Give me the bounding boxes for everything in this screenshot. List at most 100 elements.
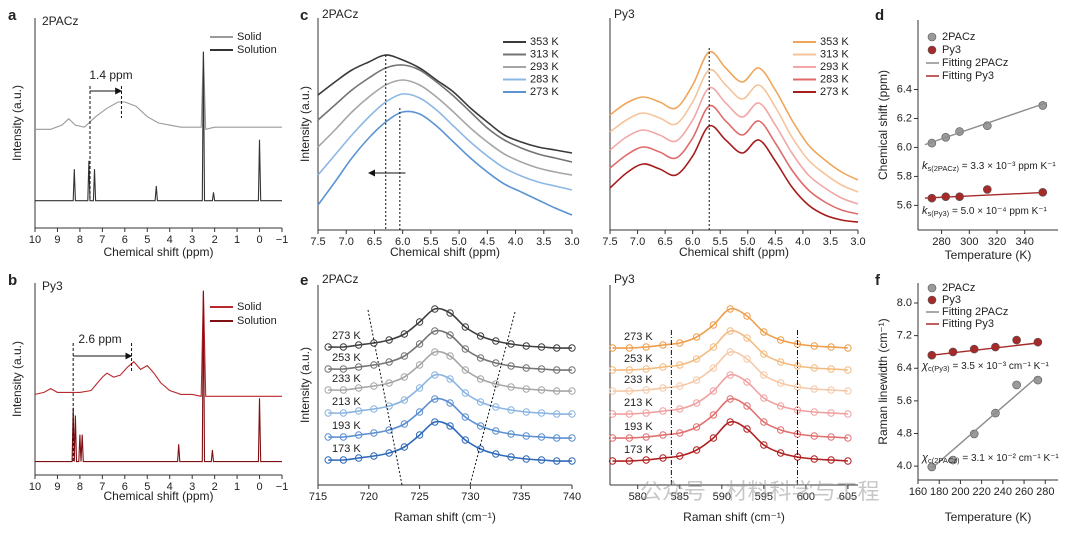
x-tick-label: 580 <box>629 491 647 503</box>
data-point <box>743 402 751 410</box>
data-point <box>776 358 785 366</box>
data-point <box>760 418 768 426</box>
annotation-text: = 3.3 × 10⁻³ ppm K⁻¹ <box>959 161 1056 172</box>
annotation-symbol: χ <box>921 360 929 372</box>
data-point <box>743 334 751 342</box>
data-point <box>692 423 701 431</box>
data-point <box>568 434 576 442</box>
data-point <box>608 366 617 374</box>
x-tick-label: 220 <box>972 486 990 498</box>
data-point <box>461 345 470 353</box>
legend-label: 233 K <box>332 373 361 385</box>
series-line <box>317 79 573 176</box>
panel-title: 2PACz <box>322 7 358 21</box>
x-axis-label: Temperature (K) <box>945 510 1032 524</box>
data-point <box>726 348 734 356</box>
data-point <box>370 405 378 413</box>
y-axis-label: Intensity (a.u.) <box>298 86 312 162</box>
data-point <box>726 305 734 313</box>
data-point <box>507 362 515 370</box>
x-tick-label: 3.5 <box>823 236 838 248</box>
data-point <box>625 434 634 442</box>
y-tick-label: 4.0 <box>897 460 912 472</box>
data-point <box>568 410 576 418</box>
x-tick-label: 3 <box>189 234 195 246</box>
x-axis-label: Chemical shift (ppm) <box>103 245 213 259</box>
data-point <box>827 386 835 394</box>
data-point <box>844 344 852 352</box>
annotation-text: = 5.0 × 10⁻⁴ ppm K⁻¹ <box>949 206 1047 217</box>
data-point <box>760 394 768 402</box>
x-tick-label: 3 <box>189 481 195 493</box>
x-axis-label: Temperature (K) <box>945 248 1032 262</box>
y-tick-label: 6.4 <box>897 362 912 374</box>
y-axis-label: Intensity (a.u.) <box>298 347 312 423</box>
x-tick-label: 2 <box>212 481 218 493</box>
series-line <box>609 86 859 205</box>
series-line <box>34 290 282 397</box>
data-point <box>642 343 650 351</box>
annotation: χc(2PACz) = 3.1 × 10⁻² cm⁻¹ K⁻¹ <box>921 452 1059 465</box>
x-tick-label: 3.0 <box>850 236 865 248</box>
x-tick-label: 320 <box>988 236 1006 248</box>
data-point <box>461 366 470 374</box>
data-point <box>709 434 718 442</box>
series-line <box>924 191 1047 199</box>
y-tick-label: 7.2 <box>897 330 912 342</box>
data-point <box>522 408 530 416</box>
data-point <box>354 407 363 415</box>
data-point <box>760 350 768 358</box>
data-point <box>492 427 500 435</box>
data-point <box>476 422 485 430</box>
x-tick-label: 3.0 <box>564 236 579 248</box>
legend-label: Fitting 2PACz <box>942 57 1008 69</box>
x-tick-label: 300 <box>960 236 978 248</box>
data-point <box>324 409 332 417</box>
x-tick-label: 4.0 <box>795 236 810 248</box>
x-tick-label: 4 <box>167 481 173 493</box>
data-point <box>659 431 667 439</box>
data-point <box>844 387 852 395</box>
panel-title: 2PACz <box>42 14 78 28</box>
data-point <box>625 410 634 418</box>
x-tick-label: 6 <box>122 481 128 493</box>
data-point <box>642 365 650 373</box>
data-point <box>370 452 378 460</box>
data-point <box>810 455 818 463</box>
panel-label: f <box>875 272 881 289</box>
data-point <box>553 387 561 395</box>
data-point <box>659 407 667 415</box>
annotation: χc(Py3) = 3.5 × 10⁻³ cm⁻¹ K⁻¹ <box>921 360 1050 373</box>
data-point <box>537 365 546 373</box>
panel-label: e <box>300 272 308 289</box>
x-tick-label: 280 <box>932 236 950 248</box>
annotation-subscript: s(2PACz) <box>928 164 960 173</box>
legend-label: 273 K <box>332 330 361 342</box>
data-point <box>709 364 718 372</box>
data-point <box>743 378 751 386</box>
y-tick-label: 6.4 <box>897 83 912 95</box>
series-line <box>317 110 573 216</box>
x-tick-label: 1 <box>234 481 240 493</box>
data-point <box>692 355 701 363</box>
panel-title: Py3 <box>614 7 635 21</box>
data-point <box>726 327 734 335</box>
data-point <box>776 336 785 344</box>
data-point <box>385 449 393 457</box>
data-point <box>969 344 979 354</box>
legend-label: 283 K <box>820 73 849 85</box>
data-point <box>608 344 617 352</box>
data-point <box>415 318 424 326</box>
legend-label: 233 K <box>624 374 653 386</box>
data-point <box>760 371 768 379</box>
data-point <box>324 433 332 441</box>
data-point <box>446 331 454 339</box>
data-point <box>676 429 684 437</box>
data-point <box>676 405 684 413</box>
x-tick-label: 10 <box>29 481 41 493</box>
x-tick-label: 5.0 <box>451 236 466 248</box>
data-point <box>625 366 634 374</box>
data-point <box>827 409 835 417</box>
data-point <box>400 420 409 428</box>
